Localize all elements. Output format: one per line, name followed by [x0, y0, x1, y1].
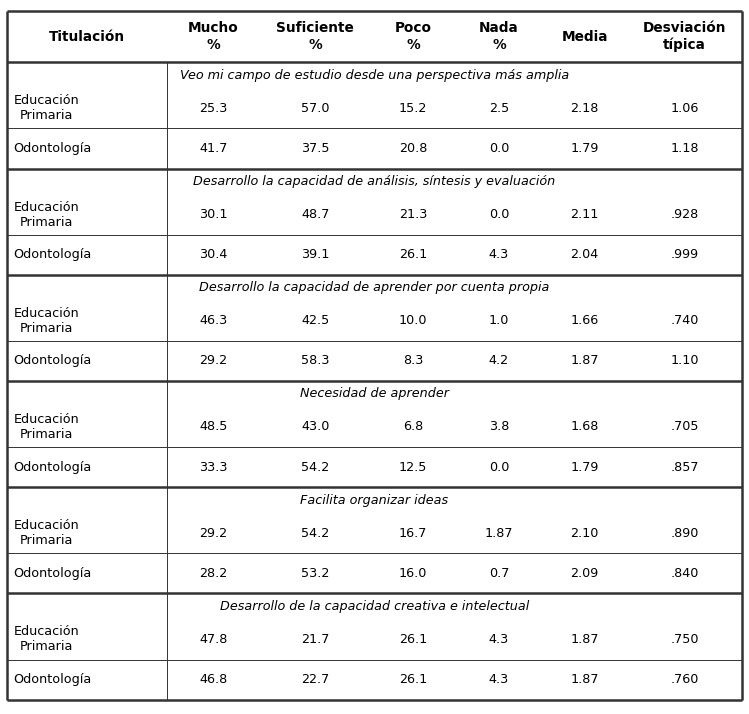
Text: 37.5: 37.5: [301, 142, 330, 155]
Text: 33.3: 33.3: [199, 461, 228, 473]
Text: 12.5: 12.5: [399, 461, 428, 473]
Text: Educación
Primaria: Educación Primaria: [13, 519, 79, 547]
Text: 1.68: 1.68: [570, 421, 598, 433]
Text: 4.3: 4.3: [489, 248, 509, 261]
Text: .705: .705: [670, 421, 699, 433]
Text: 1.0: 1.0: [488, 314, 509, 327]
Text: 16.0: 16.0: [399, 567, 428, 580]
Text: Poco
%: Poco %: [395, 21, 431, 51]
Text: 54.2: 54.2: [301, 527, 330, 540]
Text: 47.8: 47.8: [199, 633, 228, 646]
Text: .750: .750: [670, 633, 699, 646]
Text: Odontología: Odontología: [13, 461, 91, 473]
Text: 2.11: 2.11: [570, 208, 598, 221]
Text: 22.7: 22.7: [301, 673, 330, 686]
Text: 2.5: 2.5: [489, 102, 509, 115]
Text: 42.5: 42.5: [301, 314, 330, 327]
Text: 0.0: 0.0: [488, 142, 509, 155]
Text: 1.06: 1.06: [670, 102, 699, 115]
Text: 0.0: 0.0: [488, 208, 509, 221]
Text: 2.09: 2.09: [571, 567, 598, 580]
Text: 1.87: 1.87: [570, 673, 598, 686]
Text: .740: .740: [670, 314, 699, 327]
Text: Desarrollo la capacidad de análisis, síntesis y evaluación: Desarrollo la capacidad de análisis, sín…: [193, 175, 556, 188]
Text: 10.0: 10.0: [399, 314, 428, 327]
Text: 1.87: 1.87: [485, 527, 513, 540]
Text: Educación
Primaria: Educación Primaria: [13, 94, 79, 122]
Text: 25.3: 25.3: [199, 102, 228, 115]
Text: .928: .928: [670, 208, 699, 221]
Text: 46.8: 46.8: [199, 673, 228, 686]
Text: .890: .890: [670, 527, 699, 540]
Text: 1.66: 1.66: [571, 314, 598, 327]
Text: 53.2: 53.2: [301, 567, 330, 580]
Text: 16.7: 16.7: [399, 527, 428, 540]
Text: 48.5: 48.5: [199, 421, 228, 433]
Text: Facilita organizar ideas: Facilita organizar ideas: [300, 493, 449, 507]
Text: Necesidad de aprender: Necesidad de aprender: [300, 388, 449, 401]
Text: 3.8: 3.8: [488, 421, 509, 433]
Text: 2.18: 2.18: [570, 102, 598, 115]
Text: 1.79: 1.79: [570, 461, 598, 473]
Text: 30.4: 30.4: [199, 248, 228, 261]
Text: Odontología: Odontología: [13, 567, 91, 580]
Text: 20.8: 20.8: [399, 142, 428, 155]
Text: 26.1: 26.1: [399, 673, 428, 686]
Text: Nada
%: Nada %: [479, 21, 519, 51]
Text: Odontología: Odontología: [13, 248, 91, 261]
Text: Desarrollo la capacidad de aprender por cuenta propia: Desarrollo la capacidad de aprender por …: [199, 281, 550, 294]
Text: 29.2: 29.2: [199, 354, 228, 368]
Text: 2.04: 2.04: [571, 248, 598, 261]
Text: 58.3: 58.3: [301, 354, 330, 368]
Text: 26.1: 26.1: [399, 633, 428, 646]
Text: Educación
Primaria: Educación Primaria: [13, 201, 79, 228]
Text: .999: .999: [670, 248, 699, 261]
Text: Titulación: Titulación: [49, 29, 125, 44]
Text: Odontología: Odontología: [13, 673, 91, 686]
Text: 30.1: 30.1: [199, 208, 228, 221]
Text: .760: .760: [670, 673, 699, 686]
Text: 41.7: 41.7: [199, 142, 228, 155]
Text: 1.18: 1.18: [670, 142, 699, 155]
Text: 21.7: 21.7: [301, 633, 330, 646]
Text: 6.8: 6.8: [403, 421, 423, 433]
Text: Veo mi campo de estudio desde una perspectiva más amplia: Veo mi campo de estudio desde una perspe…: [180, 69, 569, 82]
Text: 28.2: 28.2: [199, 567, 228, 580]
Text: 8.3: 8.3: [403, 354, 423, 368]
Text: 46.3: 46.3: [199, 314, 228, 327]
Text: 1.10: 1.10: [670, 354, 699, 368]
Text: Educación
Primaria: Educación Primaria: [13, 307, 79, 335]
Text: Odontología: Odontología: [13, 142, 91, 155]
Text: 39.1: 39.1: [301, 248, 330, 261]
Text: 48.7: 48.7: [301, 208, 330, 221]
Text: Odontología: Odontología: [13, 354, 91, 368]
Text: Suficiente
%: Suficiente %: [276, 21, 354, 51]
Text: 29.2: 29.2: [199, 527, 228, 540]
Text: 0.0: 0.0: [488, 461, 509, 473]
Text: Educación
Primaria: Educación Primaria: [13, 625, 79, 653]
Text: 1.79: 1.79: [570, 142, 598, 155]
Text: .857: .857: [670, 461, 699, 473]
Text: 57.0: 57.0: [301, 102, 330, 115]
Text: Mucho
%: Mucho %: [188, 21, 239, 51]
Text: Desarrollo de la capacidad creativa e intelectual: Desarrollo de la capacidad creativa e in…: [220, 600, 529, 613]
Text: Educación
Primaria: Educación Primaria: [13, 413, 79, 441]
Text: 54.2: 54.2: [301, 461, 330, 473]
Text: Media: Media: [561, 29, 607, 44]
Text: 15.2: 15.2: [399, 102, 428, 115]
Text: 26.1: 26.1: [399, 248, 428, 261]
Text: 4.3: 4.3: [489, 673, 509, 686]
Text: 1.87: 1.87: [570, 354, 598, 368]
Text: 2.10: 2.10: [570, 527, 598, 540]
Text: Desviación
típica: Desviación típica: [643, 21, 727, 52]
Text: 1.87: 1.87: [570, 633, 598, 646]
Text: 0.7: 0.7: [488, 567, 509, 580]
Text: .840: .840: [670, 567, 699, 580]
Text: 21.3: 21.3: [399, 208, 428, 221]
Text: 4.3: 4.3: [489, 633, 509, 646]
Text: 4.2: 4.2: [489, 354, 509, 368]
Text: 43.0: 43.0: [301, 421, 330, 433]
